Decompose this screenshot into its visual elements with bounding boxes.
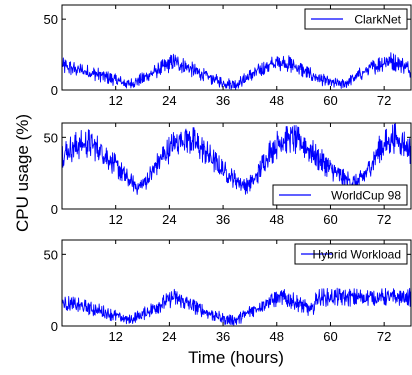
legend-label: ClarkNet (354, 13, 401, 27)
legend-box (304, 8, 408, 30)
x-tick-label: 60 (323, 329, 337, 344)
y-tick-label: 0 (51, 319, 58, 334)
x-tick-label: 48 (270, 329, 284, 344)
x-tick-label: 72 (377, 212, 391, 227)
y-tick-label: 0 (51, 202, 58, 217)
y-tick-label: 50 (44, 247, 58, 262)
y-tick-label: 50 (44, 12, 58, 27)
legend: ClarkNet (304, 8, 408, 30)
plot-frame (61, 122, 412, 210)
series-line-1 (62, 123, 411, 195)
y-tick-label: 0 (51, 83, 58, 98)
chart-panel-3: 12 24 36 48 60 72 0 50 Hybrid Workload (44, 239, 412, 344)
x-tick-label: 72 (377, 93, 391, 108)
x-tick-label: 12 (108, 93, 122, 108)
x-tick-label: 48 (270, 212, 284, 227)
x-tick-label: 72 (377, 329, 391, 344)
x-tick-label: 36 (216, 93, 230, 108)
series-line-1 (62, 287, 411, 326)
x-tick-label: 12 (108, 329, 122, 344)
legend-label: Hybrid Workload (313, 248, 401, 262)
legend-box (272, 184, 408, 206)
x-tick-label: 36 (216, 212, 230, 227)
x-tick-label: 24 (162, 93, 176, 108)
legend: Hybrid Workload (294, 243, 408, 265)
plot-frame (61, 239, 412, 327)
legend: WorldCup 98 (272, 184, 408, 206)
y-axis-title: CPU usage (%) (13, 114, 32, 232)
legend-label: WorldCup 98 (331, 189, 401, 203)
x-tick-label: 60 (323, 212, 337, 227)
x-axis-title: Time (hours) (188, 348, 284, 367)
series-line-1 (62, 52, 411, 90)
plot-frame (61, 4, 412, 91)
legend-box (294, 243, 408, 265)
x-tick-label: 24 (162, 212, 176, 227)
x-tick-label: 24 (162, 329, 176, 344)
chart-panel-1: 12 24 36 48 60 72 0 50 ClarkNet (44, 4, 412, 108)
y-tick-label: 50 (44, 130, 58, 145)
chart-panel-2: 12 24 36 48 60 72 0 50 WorldCup 98 (44, 122, 412, 227)
x-tick-label: 36 (216, 329, 230, 344)
x-tick-label: 60 (323, 93, 337, 108)
x-tick-label: 48 (270, 93, 284, 108)
x-tick-label: 12 (108, 212, 122, 227)
